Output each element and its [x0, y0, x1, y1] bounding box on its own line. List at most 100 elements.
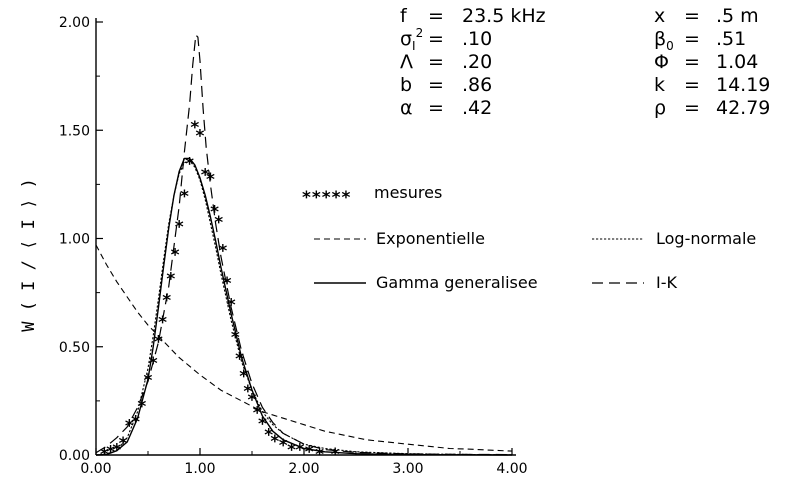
- series-line-log-normale: [95, 160, 513, 456]
- parameter-value: 23.5 kHz: [462, 5, 546, 27]
- measurement-point: *: [131, 412, 140, 432]
- parameter-value: .42: [462, 97, 492, 119]
- parameter-row: α = .42: [400, 97, 492, 119]
- parameter-equals: =: [428, 28, 444, 50]
- parameter-symbol: α: [400, 97, 413, 119]
- parameter-row: ρ = 42.79: [654, 97, 770, 119]
- legend-entry: Exponentielle: [314, 229, 485, 248]
- parameter-value: 42.79: [716, 97, 770, 119]
- parameter-row: Λ = .20: [400, 51, 492, 73]
- y-tick-label: 1.50: [59, 123, 90, 139]
- y-tick-label: 1.00: [59, 232, 90, 248]
- measurement-point: *: [218, 241, 227, 261]
- x-tick-label: 0.00: [80, 461, 111, 477]
- measurement-point: *: [175, 218, 184, 238]
- measurement-point: *: [119, 434, 128, 454]
- parameter-symbol-base: f: [400, 5, 408, 27]
- parameter-symbol: ρ: [654, 97, 666, 119]
- series-line-i-k: [95, 34, 513, 456]
- measurement-point: *: [223, 274, 232, 294]
- parameter-value: .51: [716, 28, 746, 50]
- legend-entry: ***** mesures: [302, 183, 442, 208]
- parameter-row: k = 14.19: [654, 74, 770, 96]
- parameter-subscript: I: [412, 39, 416, 53]
- y-tick-label: 0.00: [59, 448, 90, 464]
- parameter-row: Φ = 1.04: [654, 51, 758, 73]
- parameter-value: .10: [462, 28, 492, 50]
- measurement-point: *: [206, 170, 215, 190]
- parameter-value: 1.04: [716, 51, 758, 73]
- measurement-point: *: [125, 417, 134, 437]
- measurement-point: *: [149, 354, 158, 374]
- parameter-symbol: k: [654, 74, 665, 96]
- parameter-equals: =: [428, 74, 444, 96]
- parameter-superscript: 2: [416, 26, 424, 40]
- legend-entry: Log-normale: [592, 229, 756, 248]
- x-tick-label: 3.00: [392, 461, 423, 477]
- measurement-point: *: [258, 415, 267, 435]
- parameter-equals: =: [428, 5, 444, 27]
- measurement-point: *: [270, 432, 279, 452]
- y-tick-label: 2.00: [59, 15, 90, 31]
- parameter-value: .86: [462, 74, 492, 96]
- parameter-symbol: Λ: [400, 51, 413, 73]
- parameter-equals: =: [684, 5, 700, 27]
- legend-marker: *****: [302, 188, 351, 208]
- measurement-point: *: [235, 350, 244, 370]
- measurement-markers: *********************************** * * * * *…: [100, 118, 340, 465]
- parameter-symbol-base: σ: [400, 28, 412, 50]
- parameter-row: f = 23.5 kHz: [400, 5, 546, 27]
- measurement-point: *: [158, 313, 167, 333]
- x-tick-label: 2.00: [288, 461, 319, 477]
- measurement-point: *: [331, 445, 340, 465]
- measurement-point: *: [201, 166, 210, 186]
- y-axis-label: W ( I / ⟨ I ⟩ ): [19, 178, 39, 332]
- measurement-point: *: [137, 397, 146, 417]
- legend-label: mesures: [374, 183, 442, 202]
- legend-entry: I-K: [592, 273, 677, 292]
- parameter-symbol-base: x: [654, 5, 665, 27]
- measurement-point: *: [248, 391, 257, 411]
- parameter-equals: =: [684, 74, 700, 96]
- measurement-point: *: [287, 441, 296, 461]
- parameter-value: .5 m: [716, 5, 759, 27]
- parameter-equals: =: [684, 97, 700, 119]
- parameter-row: b = .86: [400, 74, 492, 96]
- parameter-value: 14.19: [716, 74, 770, 96]
- measurement-point: *: [162, 291, 171, 311]
- parameter-row: x = .5 m: [654, 5, 759, 27]
- measurement-point: *: [295, 441, 304, 461]
- parameter-subscript: 0: [666, 39, 674, 53]
- legend-entry: Gamma generalisee: [314, 273, 538, 292]
- measurement-point: *: [185, 155, 194, 175]
- parameter-row: β0 = .51: [654, 28, 746, 53]
- measurement-point: *: [166, 269, 175, 289]
- parameter-symbol-base: Φ: [654, 51, 669, 73]
- measurement-point: *: [210, 202, 219, 222]
- legend-label: Log-normale: [656, 229, 756, 248]
- measurement-point: *: [100, 445, 109, 465]
- y-tick-label: 0.50: [59, 340, 90, 356]
- measurement-point: *: [315, 445, 324, 465]
- measurement-point: *: [196, 127, 205, 147]
- x-tick-label: 1.00: [184, 461, 215, 477]
- parameter-symbol: f: [400, 5, 408, 27]
- parameter-symbol-base: b: [400, 74, 412, 96]
- series-lines: [95, 34, 513, 456]
- legend-label: Exponentielle: [376, 229, 485, 248]
- measurement-point: *: [279, 436, 288, 456]
- parameter-symbol: Φ: [654, 51, 669, 73]
- measurement-point: *: [144, 371, 153, 391]
- measurement-point: *: [214, 213, 223, 233]
- legend-label: Gamma generalisee: [376, 273, 538, 292]
- parameter-symbol-base: α: [400, 97, 413, 119]
- measurement-point: *: [264, 425, 273, 445]
- parameter-symbol: b: [400, 74, 412, 96]
- parameter-equals: =: [684, 28, 700, 50]
- parameter-value: .20: [462, 51, 492, 73]
- x-tick-label: 4.00: [496, 461, 527, 477]
- parameter-symbol: σI2: [400, 26, 423, 53]
- measurement-point: *: [171, 246, 180, 266]
